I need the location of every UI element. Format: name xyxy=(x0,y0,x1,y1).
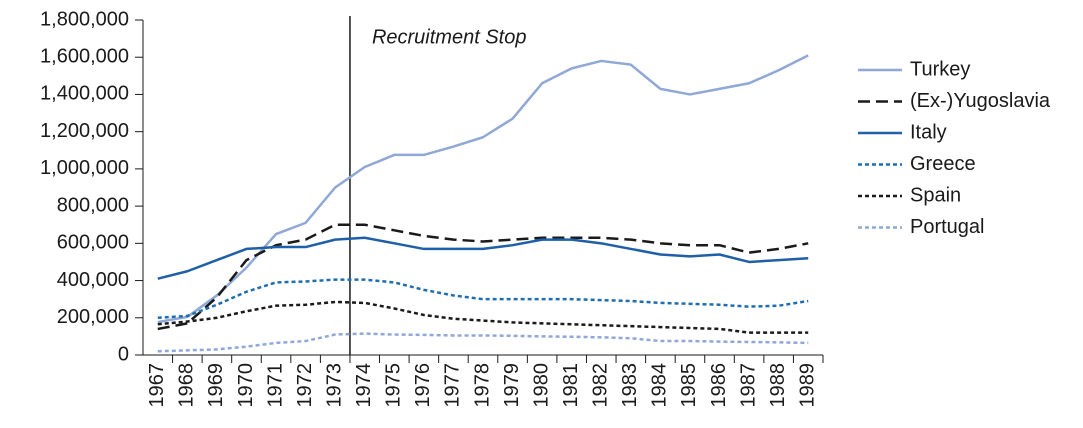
x-tick-label: 1972 xyxy=(294,363,316,408)
y-tick-label: 400,000 xyxy=(57,269,129,291)
y-tick-label: 1,000,000 xyxy=(40,157,129,179)
annotation-text: Recruitment Stop xyxy=(372,26,527,48)
x-tick-label: 1970 xyxy=(235,363,257,408)
x-tick-label: 1976 xyxy=(412,363,434,408)
series-line xyxy=(157,223,809,331)
x-tick-label: 1986 xyxy=(708,363,730,408)
x-tick-label: 1971 xyxy=(264,363,286,408)
legend-label: Portugal xyxy=(910,216,985,238)
legend-label: Spain xyxy=(910,184,961,206)
x-tick-label: 1983 xyxy=(619,363,641,408)
x-tick-label: 1981 xyxy=(560,363,582,408)
series-line xyxy=(157,236,809,280)
x-tick-label: 1979 xyxy=(501,363,523,408)
x-tick-label: 1985 xyxy=(678,363,700,408)
y-tick-label: 1,800,000 xyxy=(40,8,129,30)
x-tick-label: 1968 xyxy=(176,363,198,408)
series-line xyxy=(157,278,809,320)
x-tick-label: 1973 xyxy=(323,363,345,408)
x-tick-label: 1987 xyxy=(737,363,759,408)
legend-label: Greece xyxy=(910,153,976,175)
y-tick-label: 1,600,000 xyxy=(40,46,129,68)
y-tick-label: 600,000 xyxy=(57,232,129,254)
y-tick-label: 800,000 xyxy=(57,194,129,216)
x-tick-label: 1978 xyxy=(471,363,493,408)
x-tick-label: 1980 xyxy=(530,363,552,408)
y-tick-label: 0 xyxy=(118,343,129,365)
x-tick-label: 1989 xyxy=(796,363,818,408)
series-line xyxy=(157,54,809,324)
series-line xyxy=(157,300,809,334)
y-tick-label: 200,000 xyxy=(57,306,129,328)
legend-label: Turkey xyxy=(910,58,970,80)
x-tick-label: 1977 xyxy=(442,363,464,408)
y-tick-label: 1,200,000 xyxy=(40,120,129,142)
series-line xyxy=(157,332,809,353)
x-tick-label: 1969 xyxy=(205,363,227,408)
x-tick-label: 1967 xyxy=(146,363,168,408)
legend-label: Italy xyxy=(910,121,947,143)
legend-label: (Ex-)Yugoslavia xyxy=(910,90,1051,112)
y-tick-label: 1,400,000 xyxy=(40,83,129,105)
x-tick-label: 1988 xyxy=(767,363,789,408)
x-tick-label: 1974 xyxy=(353,363,375,408)
x-tick-label: 1984 xyxy=(649,363,671,408)
x-tick-label: 1975 xyxy=(383,363,405,408)
x-tick-label: 1982 xyxy=(590,363,612,408)
